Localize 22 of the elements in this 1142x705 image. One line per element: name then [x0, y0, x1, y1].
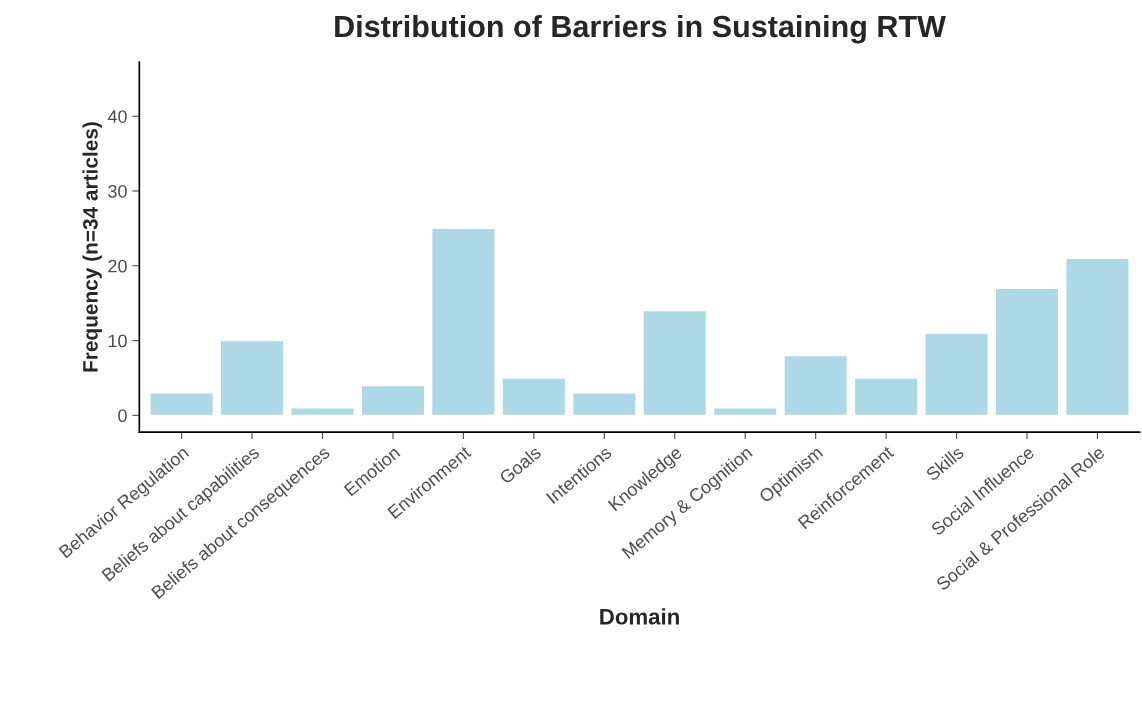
bar	[290, 407, 355, 417]
bar	[430, 227, 496, 417]
bar	[783, 354, 849, 417]
bar	[149, 392, 214, 417]
bar	[501, 377, 567, 417]
y-tick-label: 30	[108, 184, 127, 198]
bar	[1065, 257, 1130, 417]
bar	[924, 332, 989, 417]
y-axis-title: Frequency (n=34 articles)	[82, 122, 102, 372]
y-tick-label: 20	[108, 259, 127, 273]
bar	[219, 339, 285, 417]
bar	[712, 407, 778, 417]
y-tick-label: 10	[108, 334, 127, 348]
y-tick-label: 40	[107, 110, 127, 123]
bar	[853, 377, 919, 417]
y-tick-label: 0	[118, 409, 127, 423]
chart-title: Distribution of Barriers in Sustaining RTW	[335, 14, 946, 44]
bar	[571, 392, 637, 417]
bar	[642, 309, 708, 417]
bar	[360, 384, 426, 417]
x-axis-title: Domain	[600, 608, 679, 625]
bar	[994, 287, 1060, 417]
